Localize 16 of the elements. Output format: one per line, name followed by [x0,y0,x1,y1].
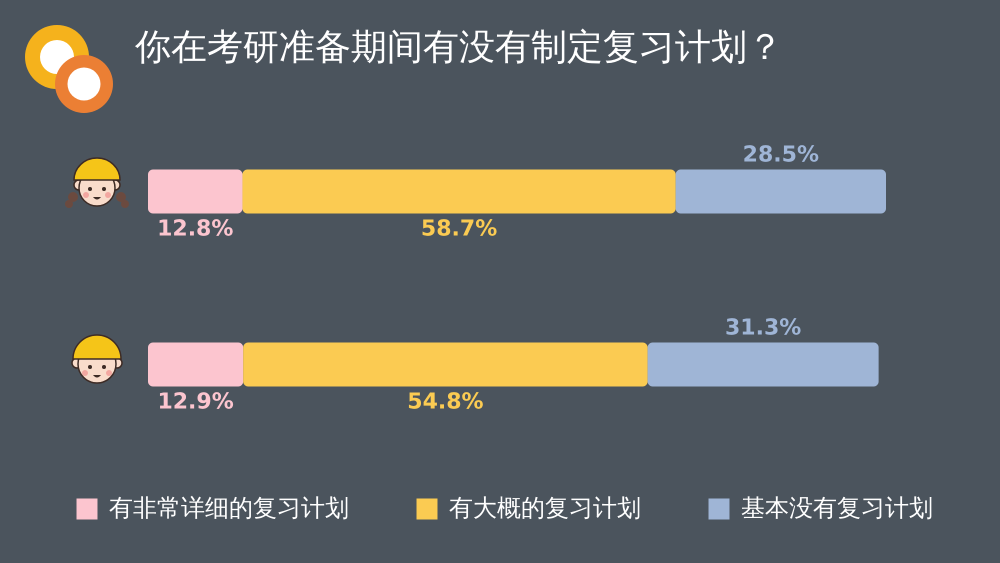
bar [676,170,886,214]
legend-label: 有非常详细的复习计划 [109,494,349,522]
legend-label: 有大概的复习计划 [449,494,641,522]
chart-title: 你在考研准备期间有没有制定复习计划？ [134,27,783,68]
bar [148,342,244,386]
data-label: 58.7% [420,216,498,242]
bar [648,342,879,386]
data-label: 54.8% [407,390,484,414]
data-label: 12.8% [157,216,234,242]
bar [148,170,242,214]
legend-label: 基本没有复习计划 [741,494,933,522]
bar [242,170,676,214]
data-label: 12.9% [157,390,234,414]
data-label: 31.3% [724,316,802,340]
bar [243,342,648,386]
data-label: 28.5% [742,142,819,168]
